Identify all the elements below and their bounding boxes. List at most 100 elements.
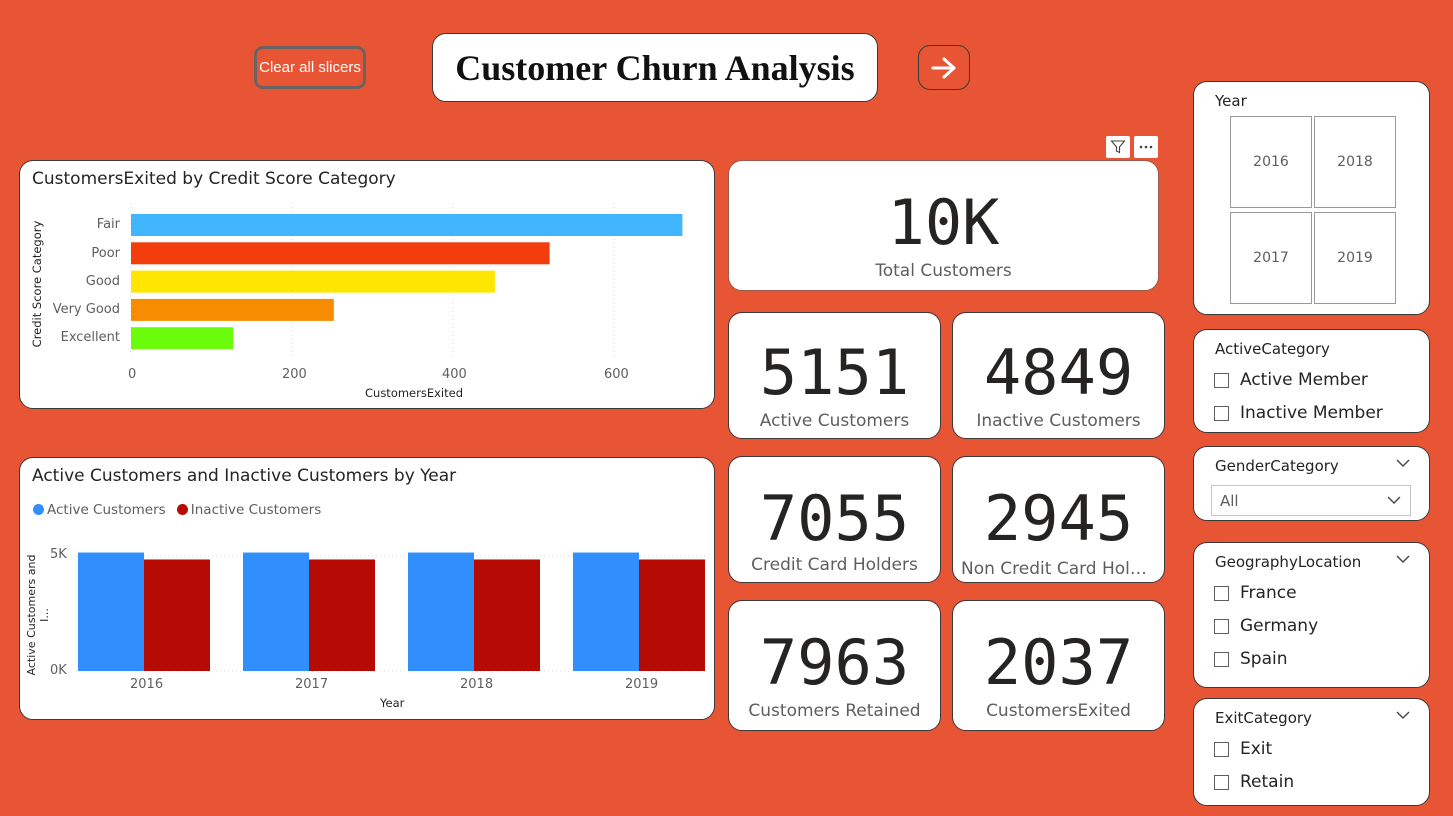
year-tile-2016[interactable]: 2016 xyxy=(1230,116,1312,208)
more-options-button[interactable] xyxy=(1134,136,1158,158)
year-x-tick: 2019 xyxy=(625,677,659,692)
bar-2017-inactive xyxy=(309,559,375,671)
checkbox-icon xyxy=(1214,651,1229,667)
kpi-label: Credit Card Holders xyxy=(751,555,918,575)
legend-item-inactive[interactable]: Inactive Customers xyxy=(176,501,322,518)
kpi-card-total-customers[interactable]: 10K Total Customers xyxy=(728,160,1159,291)
year-chart-legend: Active Customers Inactive Customers xyxy=(33,500,327,519)
year-x-tick: 2017 xyxy=(295,677,329,692)
bar-good xyxy=(131,270,495,293)
option-label: Exit xyxy=(1240,739,1273,759)
credit-chart-title: CustomersExited by Credit Score Category xyxy=(32,169,396,189)
bar-poor xyxy=(131,242,550,265)
slicer-title: Year xyxy=(1215,92,1247,110)
slicer-title: GenderCategory xyxy=(1215,457,1339,475)
slicer-title: GeographyLocation xyxy=(1215,553,1362,571)
active-category-slicer: ActiveCategory Active Member Inactive Me… xyxy=(1193,329,1430,433)
credit-category-label: Good xyxy=(85,274,120,289)
year-bars-plot xyxy=(76,552,708,672)
credit-category-label: Very Good xyxy=(52,302,120,317)
legend-item-active[interactable]: Active Customers xyxy=(33,502,166,518)
kpi-label: Total Customers xyxy=(875,261,1012,281)
option-label: Inactive Member xyxy=(1240,403,1383,423)
credit-x-tick: 0 xyxy=(128,367,137,382)
chevron-down-icon xyxy=(1387,496,1401,504)
checkbox-spain[interactable]: Spain xyxy=(1214,649,1288,669)
checkbox-icon xyxy=(1214,585,1229,601)
arrow-right-icon xyxy=(931,57,956,78)
next-page-button[interactable] xyxy=(918,45,970,90)
slicer-title: ActiveCategory xyxy=(1215,340,1330,358)
slicer-title: ExitCategory xyxy=(1215,709,1312,727)
legend-label: Inactive Customers xyxy=(190,501,322,518)
bar-very-good xyxy=(131,298,334,321)
year-x-tick: 2018 xyxy=(460,677,494,692)
clear-all-slicers-button[interactable]: Clear all slicers xyxy=(254,46,366,89)
checkbox-inactive-member[interactable]: Inactive Member xyxy=(1214,403,1383,423)
checkbox-icon xyxy=(1214,741,1229,757)
kpi-label: Inactive Customers xyxy=(976,411,1141,431)
legend-dot xyxy=(33,504,44,515)
legend-label: Active Customers xyxy=(47,501,166,518)
credit-category-label: Fair xyxy=(96,217,120,232)
checkbox-exit[interactable]: Exit xyxy=(1214,739,1272,759)
kpi-label: Non Credit Card Hold... xyxy=(961,559,1157,579)
bar-2019-active xyxy=(573,552,639,671)
credit-x-tick: 600 xyxy=(604,367,629,382)
geography-location-slicer: GeographyLocation France Germany Spain xyxy=(1193,542,1430,688)
bar-2018-inactive xyxy=(474,559,540,671)
kpi-value: 7963 xyxy=(759,626,910,699)
gender-category-slicer: GenderCategory All xyxy=(1193,446,1430,521)
year-slicer: Year 2016 2018 2017 2019 xyxy=(1193,81,1430,315)
checkbox-icon xyxy=(1214,774,1229,790)
kpi-label: Active Customers xyxy=(759,411,910,431)
kpi-card-credit-card-holders[interactable]: 7055 Credit Card Holders xyxy=(728,456,941,583)
option-label: Germany xyxy=(1240,616,1319,636)
chevron-down-icon[interactable] xyxy=(1395,709,1411,721)
kpi-card-non-credit-card-holders[interactable]: 2945 Non Credit Card Hold... xyxy=(952,456,1165,583)
year-tile-2019[interactable]: 2019 xyxy=(1314,212,1396,304)
kpi-value: 2945 xyxy=(983,482,1134,555)
credit-score-chart[interactable]: CustomersExited by Credit Score Category… xyxy=(19,160,715,409)
kpi-value: 10K xyxy=(887,186,1000,259)
year-x-tick: 2016 xyxy=(130,677,164,692)
year-chart-xlabel: Year xyxy=(380,696,405,710)
year-y-tick: 5K xyxy=(50,547,67,562)
more-options-icon xyxy=(1139,145,1153,149)
option-label: Retain xyxy=(1240,772,1295,792)
checkbox-france[interactable]: France xyxy=(1214,583,1297,603)
credit-x-tick: 400 xyxy=(442,367,467,382)
checkbox-retain[interactable]: Retain xyxy=(1214,772,1294,792)
chevron-down-icon[interactable] xyxy=(1395,457,1411,469)
bar-2016-inactive xyxy=(144,559,210,671)
year-tile-2018[interactable]: 2018 xyxy=(1314,116,1396,208)
kpi-value: 4849 xyxy=(983,336,1134,409)
bar-2019-inactive xyxy=(639,559,705,671)
option-label: France xyxy=(1240,583,1297,603)
chevron-down-icon[interactable] xyxy=(1395,553,1411,565)
option-label: Active Member xyxy=(1240,370,1368,390)
checkbox-icon xyxy=(1214,372,1229,388)
legend-dot xyxy=(176,504,188,515)
gender-selected-value: All xyxy=(1220,492,1239,510)
year-tile-2017[interactable]: 2017 xyxy=(1230,212,1312,304)
bar-2016-active xyxy=(78,552,144,671)
kpi-card-inactive-customers[interactable]: 4849 Inactive Customers xyxy=(952,312,1165,439)
credit-chart-xlabel: CustomersExited xyxy=(365,386,464,400)
page-title: Customer Churn Analysis xyxy=(432,33,878,102)
filter-button[interactable] xyxy=(1106,136,1130,158)
kpi-card-active-customers[interactable]: 5151 Active Customers xyxy=(728,312,941,439)
gender-dropdown[interactable]: All xyxy=(1211,485,1411,516)
credit-category-label: Poor xyxy=(91,246,120,261)
year-column-chart[interactable]: Active Customers and Inactive Customers … xyxy=(19,457,715,720)
kpi-label: CustomersExited xyxy=(986,701,1131,721)
checkbox-germany[interactable]: Germany xyxy=(1214,616,1318,636)
exit-category-slicer: ExitCategory Exit Retain xyxy=(1193,698,1430,806)
checkbox-active-member[interactable]: Active Member xyxy=(1214,370,1368,390)
kpi-label: Customers Retained xyxy=(748,701,921,721)
bar-2017-active xyxy=(243,552,309,671)
kpi-value: 2037 xyxy=(983,626,1134,699)
kpi-card-customers-retained[interactable]: 7963 Customers Retained xyxy=(728,600,941,731)
kpi-card-customers-exited[interactable]: 2037 CustomersExited xyxy=(952,600,1165,731)
kpi-value: 7055 xyxy=(759,482,910,555)
